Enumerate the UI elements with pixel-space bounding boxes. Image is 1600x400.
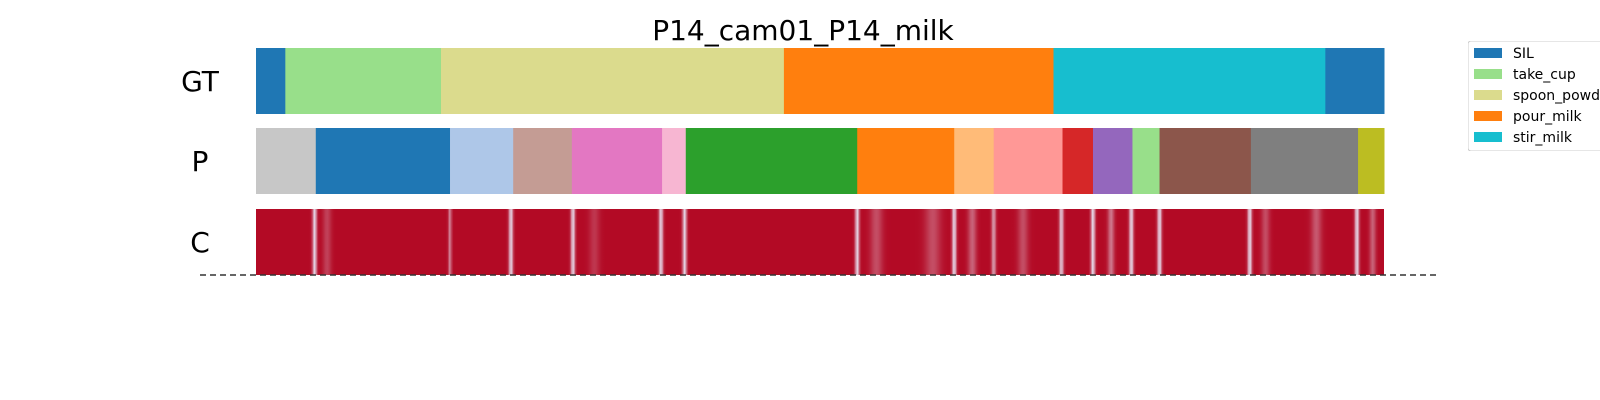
segment-bar [993, 128, 1064, 194]
legend-label: stir_milk [1513, 130, 1573, 146]
chart-title: P14_cam01_P14_milk [652, 14, 954, 47]
legend-swatch [1474, 69, 1502, 79]
segment-bar [440, 48, 785, 114]
segment-bar [315, 128, 451, 194]
segment-bar [1250, 128, 1359, 194]
segment-bar [256, 128, 317, 194]
segment-bar [857, 128, 955, 194]
row-label: P [192, 145, 209, 178]
segment-bar [285, 48, 442, 114]
segment-bar [1053, 48, 1326, 114]
segment-bar [954, 128, 995, 194]
row-label: GT [181, 65, 220, 98]
segment-bar [1358, 128, 1385, 194]
segment-bar [1159, 128, 1252, 194]
segment-bar [783, 48, 1054, 114]
legend-frame [1468, 41, 1600, 151]
segment-bar [662, 128, 687, 194]
segment-bar [450, 128, 514, 194]
segment-bar [571, 128, 663, 194]
segment-bar [685, 128, 858, 194]
legend-swatch [1474, 132, 1502, 142]
legend-label: pour_milk [1513, 109, 1582, 125]
segment-bar [1092, 128, 1133, 194]
timeline-rows: GT P C [181, 48, 1385, 275]
legend-label: take_cup [1513, 67, 1576, 83]
row-label: C [190, 226, 210, 259]
legend: SIL take_cup spoon_powd pour_milk stir_milk [1468, 41, 1600, 151]
legend-swatch [1474, 48, 1502, 58]
segment-bar [1062, 128, 1094, 194]
legend-swatch [1474, 90, 1502, 100]
segment-bar [1325, 48, 1385, 114]
row-p: P [192, 128, 1385, 194]
legend-label: SIL [1513, 46, 1534, 62]
row-c: C [190, 209, 1384, 275]
row-gt: GT [181, 48, 1385, 114]
segment-bar [513, 128, 573, 194]
legend-swatch [1474, 111, 1502, 121]
legend-label: spoon_powd [1513, 88, 1600, 104]
segment-bar [256, 48, 286, 114]
segment-bar [1132, 128, 1161, 194]
confidence-strip [256, 209, 1384, 275]
